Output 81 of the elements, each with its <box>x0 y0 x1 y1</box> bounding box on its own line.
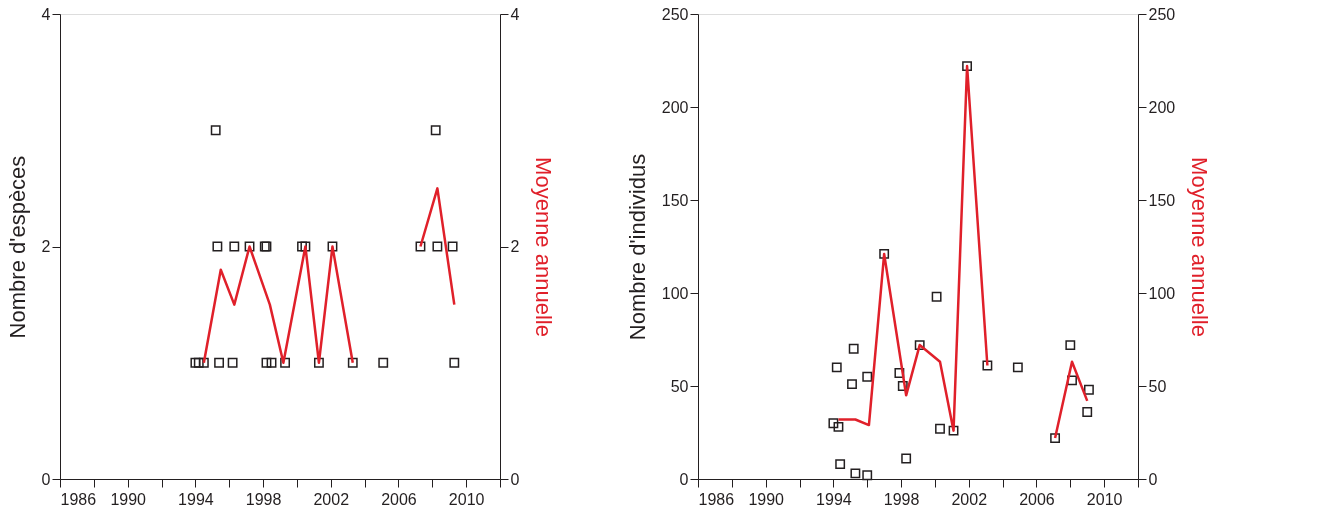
point <box>229 241 240 252</box>
point <box>1050 433 1061 444</box>
y2-tick-label: 50 <box>1148 377 1167 395</box>
y-tick-label: 150 <box>661 191 689 209</box>
point <box>210 125 221 136</box>
point <box>430 125 441 136</box>
point <box>835 459 846 470</box>
point <box>847 379 857 390</box>
x-tick-label: 1990 <box>110 490 147 508</box>
point <box>1065 340 1076 351</box>
y2-tick-label: 2 <box>510 238 520 255</box>
y2-axis-title: Moyenne annuelle <box>531 157 557 337</box>
point <box>948 425 959 436</box>
y-tick-label: 250 <box>661 5 689 23</box>
y-axis-title: Nombre d'espèces <box>4 155 30 339</box>
y-tick-label: 100 <box>661 284 689 302</box>
point <box>848 343 859 354</box>
x-tick-label: 2006 <box>381 490 417 508</box>
point <box>831 362 842 373</box>
y-tick-label: 0 <box>679 470 689 488</box>
y-tick-label: 2 <box>41 238 51 255</box>
point <box>198 357 209 368</box>
point <box>962 61 973 72</box>
point <box>415 241 426 252</box>
point <box>833 421 844 432</box>
point <box>1067 375 1077 386</box>
point <box>828 418 839 429</box>
x-tick-label: 1994 <box>816 490 852 508</box>
y-axis-title: Nombre d'individus <box>624 153 650 341</box>
point <box>327 241 338 252</box>
point <box>227 357 238 368</box>
y-tick-label: 50 <box>670 377 689 395</box>
y-tick-label: 4 <box>41 5 51 23</box>
point <box>914 340 925 351</box>
y2-tick-label: 100 <box>1148 284 1176 302</box>
x-tick-label: 1994 <box>178 490 214 508</box>
point <box>261 357 272 368</box>
y2-tick-label: 0 <box>510 470 520 488</box>
x-tick-label: 2002 <box>951 490 988 508</box>
x-tick-label: 2010 <box>448 490 485 508</box>
point <box>347 357 358 368</box>
point <box>214 357 225 368</box>
point <box>935 423 945 434</box>
point <box>931 291 942 302</box>
point <box>897 381 908 391</box>
point <box>901 453 912 464</box>
x-tick-label: 2010 <box>1086 490 1123 508</box>
point <box>266 357 277 368</box>
y2-axis-title: Moyenne annuelle <box>1187 157 1213 337</box>
point <box>894 368 905 378</box>
point <box>447 241 458 252</box>
point <box>982 360 993 371</box>
point <box>1012 362 1023 373</box>
point <box>862 470 873 481</box>
x-tick-label: 1990 <box>748 490 785 508</box>
point <box>862 371 873 382</box>
point <box>313 357 324 368</box>
x-tick-label: 1986 <box>60 490 97 508</box>
x-tick-label: 2002 <box>313 490 350 508</box>
y2-tick-label: 200 <box>1148 98 1176 116</box>
point <box>280 357 291 368</box>
y-tick-label: 0 <box>41 470 51 488</box>
x-tick-label: 1998 <box>245 490 282 508</box>
point <box>879 249 890 259</box>
point <box>300 241 311 252</box>
x-tick-label: 1998 <box>883 490 920 508</box>
point <box>212 241 223 252</box>
x-tick-label: 2006 <box>1019 490 1055 508</box>
point <box>850 468 861 479</box>
y2-tick-label: 150 <box>1148 191 1176 209</box>
y2-tick-label: 4 <box>510 5 520 23</box>
y2-tick-label: 0 <box>1148 470 1158 488</box>
point <box>1082 407 1093 417</box>
y-tick-label: 200 <box>661 98 689 116</box>
point <box>1083 384 1094 395</box>
y2-tick-label: 250 <box>1148 5 1176 23</box>
point <box>432 241 443 252</box>
point <box>449 357 460 368</box>
point <box>244 241 255 252</box>
point <box>378 357 389 368</box>
x-tick-label: 1986 <box>698 490 735 508</box>
